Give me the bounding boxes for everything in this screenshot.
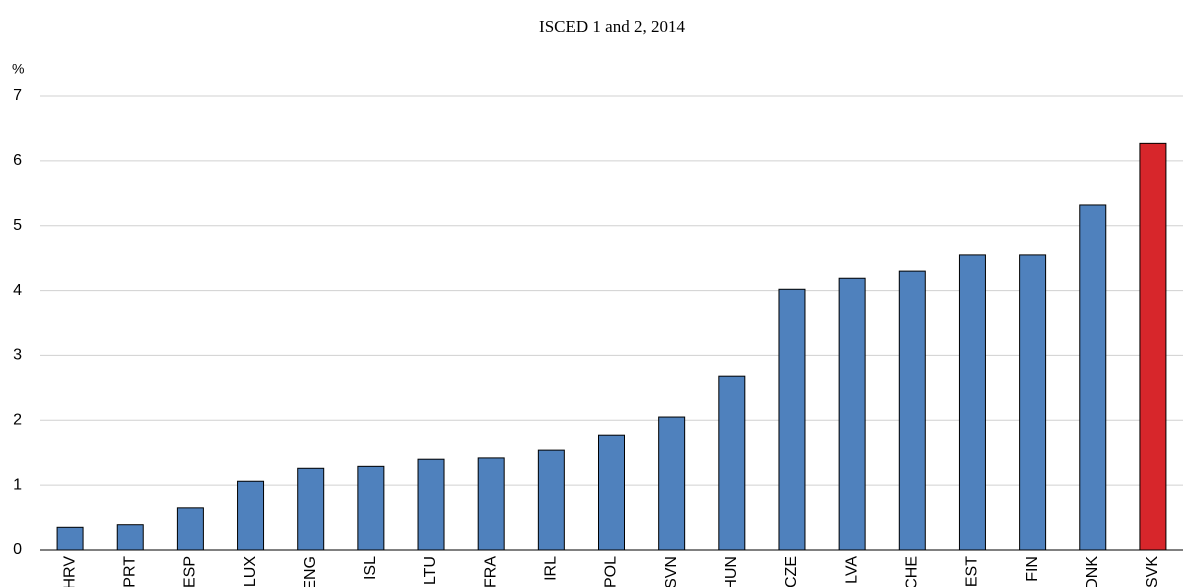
y-tick-label: 0 — [13, 541, 22, 558]
y-tick-label: 7 — [13, 87, 22, 104]
y-tick-label: 6 — [13, 152, 22, 169]
bar — [537, 449, 565, 551]
bar — [1139, 142, 1167, 551]
x-tick-label: SVN — [663, 556, 680, 587]
y-tick-label: 5 — [13, 217, 22, 234]
x-tick-label: HUN — [723, 556, 740, 587]
x-tick-label: LTU — [422, 556, 439, 585]
y-tick-label: 4 — [13, 282, 22, 299]
bar — [718, 375, 746, 551]
x-tick-label: FRA — [482, 556, 499, 587]
y-tick-label: 2 — [13, 412, 22, 429]
bar — [658, 416, 686, 551]
bar — [237, 480, 265, 551]
bar — [477, 457, 505, 551]
x-tick-label: POL — [603, 556, 620, 587]
chart-title: ISCED 1 and 2, 2014 — [539, 17, 685, 36]
bar — [1079, 204, 1107, 551]
x-tick-label: LVA — [843, 556, 860, 584]
x-tick-label: SVK — [1144, 556, 1161, 587]
x-tick-label: PRT — [121, 556, 138, 587]
bar — [958, 254, 986, 551]
bar — [838, 277, 866, 551]
x-tick-label: ENG — [302, 556, 319, 587]
bar — [1019, 254, 1047, 551]
bar — [417, 458, 445, 551]
bar — [116, 524, 144, 551]
x-tick-label: ESP — [182, 556, 199, 587]
bar — [176, 507, 204, 551]
bar — [778, 288, 806, 551]
bar — [898, 270, 926, 551]
y-axis-label: % — [12, 61, 24, 77]
bar — [357, 465, 385, 551]
x-tick-label: HRV — [61, 556, 78, 587]
x-tick-label: LUX — [242, 556, 259, 587]
x-tick-label: ISL — [362, 556, 379, 580]
x-tick-label: CHE — [904, 556, 921, 587]
x-tick-label: IRL — [543, 556, 560, 581]
bar — [297, 467, 325, 551]
x-tick-label: EST — [964, 556, 981, 587]
y-tick-label: 3 — [13, 347, 22, 364]
x-tick-label: CZE — [783, 556, 800, 587]
bar — [56, 526, 84, 551]
x-tick-label: DNK — [1084, 556, 1101, 587]
y-tick-label: 1 — [13, 476, 22, 493]
x-tick-label: FIN — [1024, 556, 1041, 582]
bar — [598, 434, 625, 551]
